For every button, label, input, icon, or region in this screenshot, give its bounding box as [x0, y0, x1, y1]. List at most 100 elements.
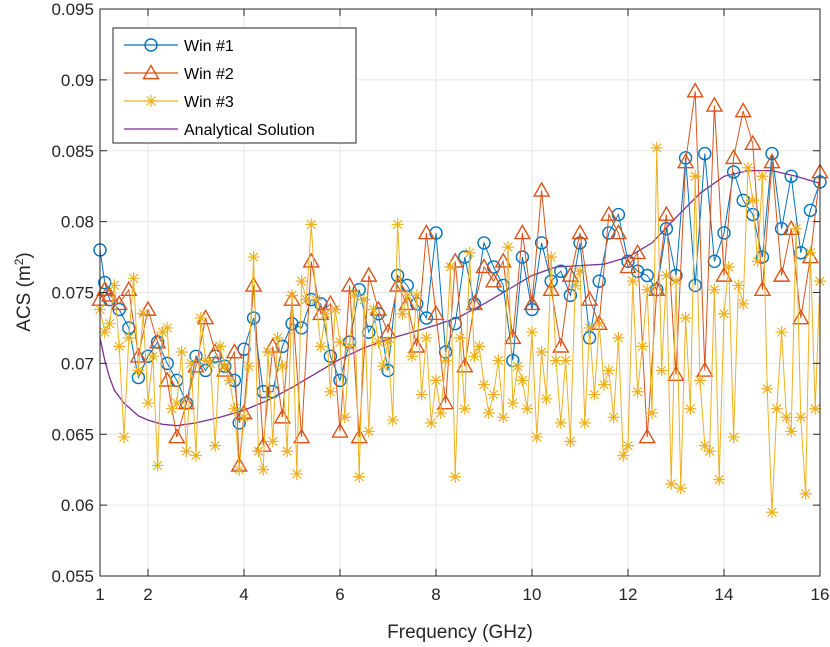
star-marker: [679, 312, 692, 325]
triangle-marker: [331, 422, 349, 438]
y-tick-label: 0.085: [51, 142, 94, 161]
triangle-marker: [523, 294, 541, 311]
star-marker: [727, 431, 740, 444]
star-marker: [170, 397, 183, 410]
circle-marker: [144, 38, 158, 52]
y-tick-label: 0.09: [61, 71, 94, 90]
circle-marker: [803, 203, 818, 217]
star-marker: [622, 439, 634, 452]
triangle-marker: [494, 252, 512, 268]
star-marker: [324, 385, 337, 398]
circle-marker: [717, 226, 731, 240]
legend-label: Win #3: [184, 94, 234, 111]
star-marker: [545, 251, 558, 264]
triangle-marker: [561, 266, 580, 282]
star-marker: [108, 279, 121, 292]
triangle-marker: [158, 371, 176, 387]
star-marker: [799, 487, 812, 500]
triangle-marker: [456, 357, 474, 373]
circle-marker: [755, 250, 770, 264]
star-marker: [228, 402, 241, 415]
star-marker: [722, 260, 735, 273]
circle-marker: [765, 146, 779, 161]
star-marker: [751, 255, 764, 268]
star-marker: [458, 402, 471, 415]
x-tick-label: 12: [619, 585, 638, 604]
star-marker: [598, 378, 610, 391]
star-marker: [410, 289, 423, 302]
series-layer: [91, 82, 829, 519]
star-marker: [142, 397, 154, 410]
star-marker: [742, 161, 754, 174]
triangle-marker: [648, 280, 666, 296]
star-marker: [449, 470, 462, 483]
star-marker: [310, 293, 322, 306]
star-marker: [156, 326, 169, 339]
circle-marker: [458, 250, 472, 264]
star-marker: [214, 340, 226, 353]
star-marker: [497, 411, 510, 424]
triangle-marker: [696, 361, 714, 377]
star-marker: [353, 470, 366, 483]
triangle-marker: [686, 82, 704, 98]
star-marker: [535, 346, 548, 359]
star-marker: [593, 317, 606, 330]
triangle-marker: [465, 294, 484, 311]
star-marker: [377, 360, 390, 373]
star-marker: [185, 357, 198, 370]
triangle-marker: [142, 64, 160, 80]
star-marker: [439, 354, 452, 367]
legend-label: Analytical Solution: [184, 122, 315, 139]
circle-marker: [477, 236, 491, 250]
y-tick-label: 0.075: [51, 284, 94, 303]
star-marker: [804, 246, 817, 259]
y-axis-label-close: ): [14, 252, 35, 258]
star-marker: [118, 431, 130, 444]
circle-marker: [640, 268, 654, 283]
star-marker: [444, 260, 457, 273]
triangle-marker: [388, 276, 407, 292]
x-axis-label: Frequency (GHz): [387, 622, 533, 643]
star-marker: [809, 402, 822, 415]
star-marker: [262, 346, 274, 359]
circle-marker: [573, 236, 587, 250]
circle-marker: [563, 288, 578, 303]
y-tick-label: 0.08: [61, 213, 94, 232]
legend: Win #1 Win #2 Win #3 Analytical Solution: [112, 27, 357, 144]
star-marker: [257, 463, 270, 476]
y-tick-label: 0.055: [51, 567, 94, 586]
triangle-marker: [244, 276, 263, 292]
star-marker: [401, 289, 414, 302]
star-marker: [569, 279, 582, 292]
star-marker: [689, 170, 702, 183]
triangle-marker: [302, 252, 320, 268]
star-marker: [660, 269, 673, 282]
star-marker: [790, 222, 802, 235]
triangle-marker: [360, 266, 378, 282]
star-marker: [98, 326, 111, 339]
triangle-marker: [139, 300, 157, 316]
star-marker: [526, 326, 538, 339]
star-marker: [194, 312, 207, 325]
star-marker: [631, 385, 644, 398]
star-marker: [199, 354, 212, 367]
star-marker: [343, 340, 356, 353]
star-marker: [468, 350, 481, 363]
star-marker: [766, 506, 778, 519]
legend-box: [112, 27, 357, 144]
star-marker: [127, 272, 140, 285]
x-tick-label: 2: [143, 585, 152, 604]
star-marker: [492, 354, 505, 367]
circle-marker: [592, 274, 606, 288]
star-marker: [396, 307, 409, 320]
star-marker: [578, 416, 591, 429]
series-win-3: [94, 141, 826, 519]
circle-marker: [698, 146, 712, 161]
circle-marker: [534, 236, 549, 250]
star-marker: [670, 275, 682, 288]
series-line: [99, 169, 821, 427]
star-marker: [300, 293, 313, 306]
star-marker: [708, 283, 721, 296]
triangle-marker: [667, 365, 685, 382]
